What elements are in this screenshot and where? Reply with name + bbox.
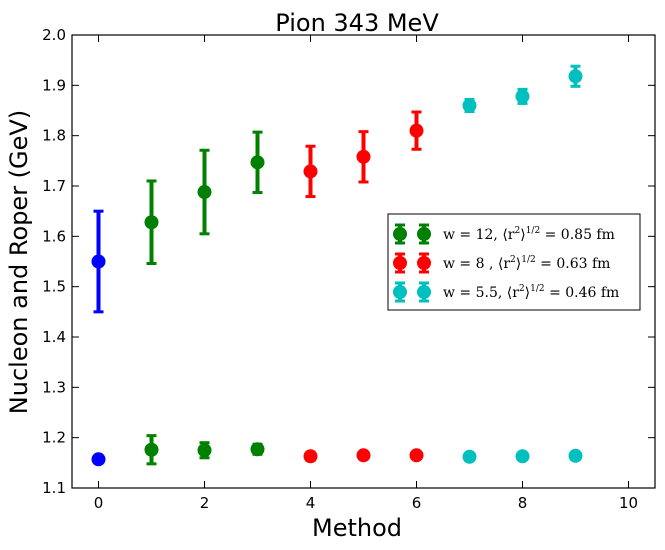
legend-marker — [393, 256, 407, 270]
y-axis-label: Nucleon and Roper (GeV) — [5, 110, 33, 414]
data-point — [515, 449, 530, 464]
legend-label-part: = 0.85 fm — [540, 227, 615, 243]
legend-label-part: = 0.46 fm — [545, 285, 620, 301]
y-tick-label: 2.0 — [42, 26, 66, 44]
data-point — [515, 89, 530, 104]
legend-marker — [417, 285, 431, 299]
legend-entry: w = 5.5, ⟨r2⟩1/2 = 0.46 fm — [393, 281, 619, 303]
data-marks — [91, 64, 583, 467]
x-tick-label: 10 — [619, 494, 638, 512]
y-tick-label: 1.1 — [42, 479, 66, 497]
legend-label: w = 5.5, ⟨r2⟩1/2 = 0.46 fm — [443, 284, 619, 301]
legend-label-part: 1/2 — [526, 226, 540, 236]
x-tick-label: 8 — [518, 494, 528, 512]
y-tick-label: 1.5 — [42, 278, 66, 296]
legend-marker — [393, 285, 407, 299]
data-point — [303, 449, 318, 464]
legend-entry: w = 8 , ⟨r2⟩1/2 = 0.63 fm — [393, 252, 610, 274]
x-axis-label: Method — [312, 514, 402, 542]
y-tick-label: 1.4 — [42, 328, 66, 346]
data-point — [409, 123, 424, 138]
legend-label-part: ⟩ — [525, 285, 530, 301]
legend-label-part: ⟩ — [516, 256, 521, 272]
legend: w = 12, ⟨r2⟩1/2 = 0.85 fmw = 8 , ⟨r2⟩1/2… — [387, 213, 641, 311]
legend-marker — [417, 256, 431, 270]
legend-label-part: ⟩ — [520, 227, 525, 243]
y-tick-label: 1.2 — [42, 429, 66, 447]
data-point — [409, 448, 424, 463]
y-tick-label: 1.8 — [42, 127, 66, 145]
x-tick-label: 6 — [412, 494, 422, 512]
legend-label-part: w = 8 , ⟨r — [443, 256, 510, 272]
data-point — [462, 449, 477, 464]
legend-label-part: 2 — [519, 284, 525, 294]
legend-label-part: w = 5.5, ⟨r — [443, 285, 519, 301]
data-point — [91, 452, 106, 467]
series-3 — [462, 64, 583, 464]
axis-ticks: 0 2 4 6 8 10 1.1 1.2 1.3 1.4 1.5 1.6 1.7 1.8 1.9 2.0 — [42, 26, 655, 512]
data-point — [91, 254, 106, 269]
legend-entry: w = 12, ⟨r2⟩1/2 = 0.85 fm — [393, 223, 615, 245]
data-point — [568, 448, 583, 463]
x-tick-label: 4 — [306, 494, 316, 512]
data-point — [568, 69, 583, 84]
plot-frame — [71, 34, 656, 489]
series-0 — [91, 209, 106, 467]
legend-label-part: 1/2 — [530, 284, 544, 294]
data-point — [250, 442, 265, 457]
data-point — [197, 185, 212, 200]
legend-label-part: w = 12, ⟨r — [443, 227, 515, 243]
y-tick-label: 1.6 — [42, 227, 66, 245]
data-point — [356, 149, 371, 164]
data-point — [197, 443, 212, 458]
legend-label-part: = 0.63 fm — [536, 256, 611, 272]
y-tick-label: 1.9 — [42, 76, 66, 94]
y-tick-label: 1.7 — [42, 177, 66, 195]
series-1 — [144, 130, 265, 466]
legend-label: w = 12, ⟨r2⟩1/2 = 0.85 fm — [443, 226, 615, 243]
data-point — [356, 448, 371, 463]
x-tick-label: 0 — [94, 494, 104, 512]
x-tick-label: 2 — [200, 494, 210, 512]
legend-label-part: 2 — [514, 226, 520, 236]
series-2 — [303, 110, 424, 464]
legend-marker — [393, 227, 407, 241]
legend-label-part: 1/2 — [521, 255, 535, 265]
legend-marker — [417, 227, 431, 241]
data-point — [250, 155, 265, 170]
chart-title: Pion 343 MeV — [275, 9, 439, 37]
legend-label: w = 8 , ⟨r2⟩1/2 = 0.63 fm — [443, 255, 610, 272]
legend-label-part: 2 — [510, 255, 516, 265]
data-point — [144, 215, 159, 230]
data-point — [303, 164, 318, 179]
data-point — [462, 98, 477, 113]
data-point — [144, 442, 159, 457]
y-tick-label: 1.3 — [42, 378, 66, 396]
